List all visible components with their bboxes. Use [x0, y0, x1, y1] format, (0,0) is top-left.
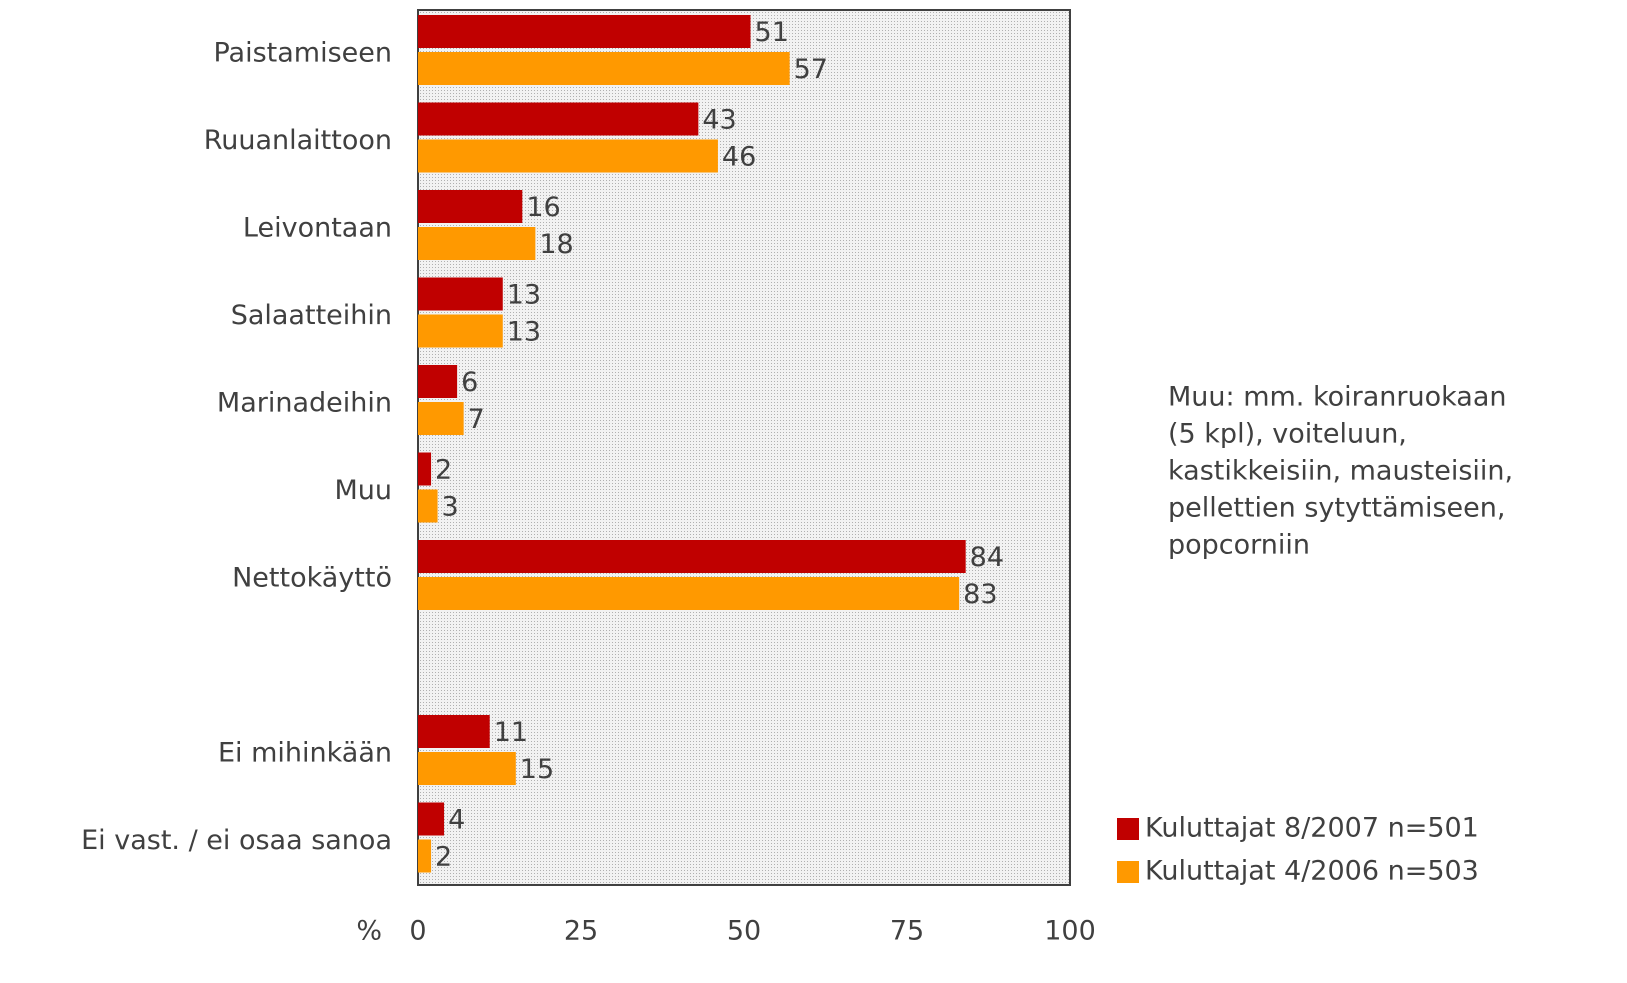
bar [418, 227, 536, 260]
data-label: 7 [468, 404, 485, 435]
bar [418, 102, 699, 136]
bar [418, 402, 464, 435]
bar [418, 715, 490, 748]
data-label: 3 [442, 492, 459, 523]
annotation: pellettien sytyttämiseen, [1168, 493, 1505, 524]
category-label: Leivontaan [243, 212, 392, 243]
category-label: Paistamiseen [213, 37, 392, 68]
bar [418, 314, 503, 348]
data-label: 2 [435, 455, 452, 486]
annotation: popcorniin [1168, 530, 1310, 561]
legend-label: Kuluttajat 8/2007 n=501 [1145, 813, 1479, 844]
bar [418, 489, 438, 523]
bar [418, 365, 458, 398]
category-label: Marinadeihin [217, 387, 392, 418]
bar [418, 839, 432, 873]
data-label: 57 [794, 54, 828, 85]
bar [418, 277, 503, 311]
category-label: Salaatteihin [231, 300, 392, 331]
x-tick-label: 100 [1044, 916, 1096, 947]
data-label: 13 [507, 280, 541, 311]
category-label: Nettokäyttö [232, 562, 392, 593]
data-label: 46 [722, 142, 756, 173]
data-label: 16 [526, 192, 560, 223]
data-label: 51 [755, 17, 789, 48]
data-label: 18 [539, 229, 573, 260]
data-label: 4 [448, 805, 465, 836]
bar [418, 540, 966, 573]
x-axis-label: % [356, 916, 382, 947]
data-label: 11 [494, 717, 528, 748]
x-tick-label: 75 [890, 916, 924, 947]
category-label: Muu [334, 475, 392, 506]
data-label: 6 [461, 367, 478, 398]
data-label: 2 [435, 842, 452, 873]
bar [418, 190, 523, 223]
x-tick-label: 25 [564, 916, 598, 947]
bar [418, 452, 432, 486]
data-label: 84 [970, 542, 1004, 573]
data-label: 83 [963, 579, 997, 610]
annotation: kastikkeisiin, mausteisiin, [1168, 456, 1513, 487]
annotation: Muu: mm. koiranruokaan [1168, 382, 1507, 413]
data-label: 43 [702, 105, 736, 136]
data-label: 15 [520, 754, 554, 785]
legend-swatch [1117, 861, 1139, 883]
bar [418, 139, 718, 173]
category-label: Ei mihinkään [218, 737, 392, 768]
data-label: 13 [507, 317, 541, 348]
bar [418, 577, 960, 610]
x-tick-label: 50 [727, 916, 761, 947]
bar [418, 15, 751, 48]
legend-swatch [1117, 818, 1139, 840]
category-label: Ei vast. / ei osaa sanoa [81, 825, 392, 856]
bar [418, 802, 445, 836]
x-tick-label: 0 [409, 916, 426, 947]
annotation: (5 kpl), voiteluun, [1168, 419, 1407, 450]
bar [418, 752, 516, 785]
category-label: Ruuanlaittoon [204, 125, 392, 156]
legend-label: Kuluttajat 4/2006 n=503 [1145, 856, 1479, 887]
bar [418, 52, 790, 85]
